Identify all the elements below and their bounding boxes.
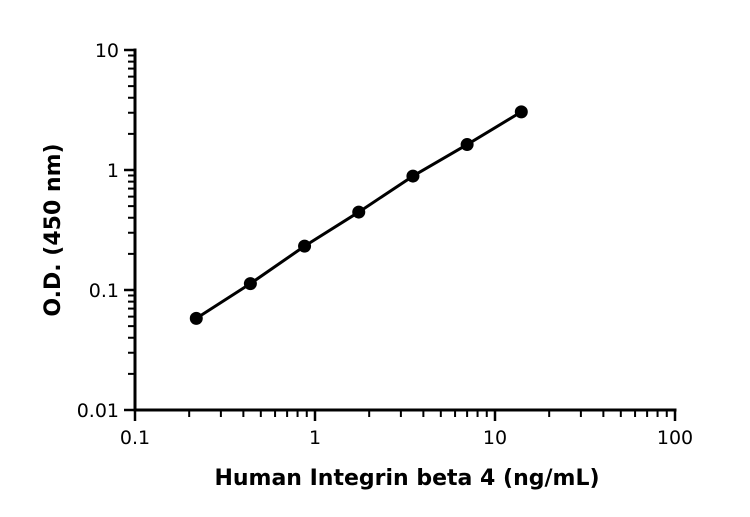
data-point (189, 311, 203, 325)
y-tick-label: 0.1 (89, 280, 119, 302)
x-tick-label: 100 (657, 427, 693, 449)
axes (133, 48, 677, 412)
x-tick-label: 10 (483, 427, 507, 449)
data-point (406, 169, 420, 183)
x-tick-label: 0.1 (120, 427, 150, 449)
y-tick-label: 10 (95, 40, 119, 62)
data-point (298, 239, 312, 253)
series-layer (189, 105, 528, 325)
x-tick-label: 1 (309, 427, 321, 449)
data-point (243, 277, 257, 291)
y-tick-label: 1 (107, 160, 119, 182)
y-tick-label: 0.01 (77, 400, 119, 422)
data-point (460, 138, 474, 152)
data-point (352, 205, 366, 219)
x-axis-title: Human Integrin beta 4 (ng/mL) (214, 466, 599, 491)
ticks (124, 48, 677, 421)
data-point (514, 105, 528, 119)
y-axis-title: O.D. (450 nm) (41, 143, 66, 316)
